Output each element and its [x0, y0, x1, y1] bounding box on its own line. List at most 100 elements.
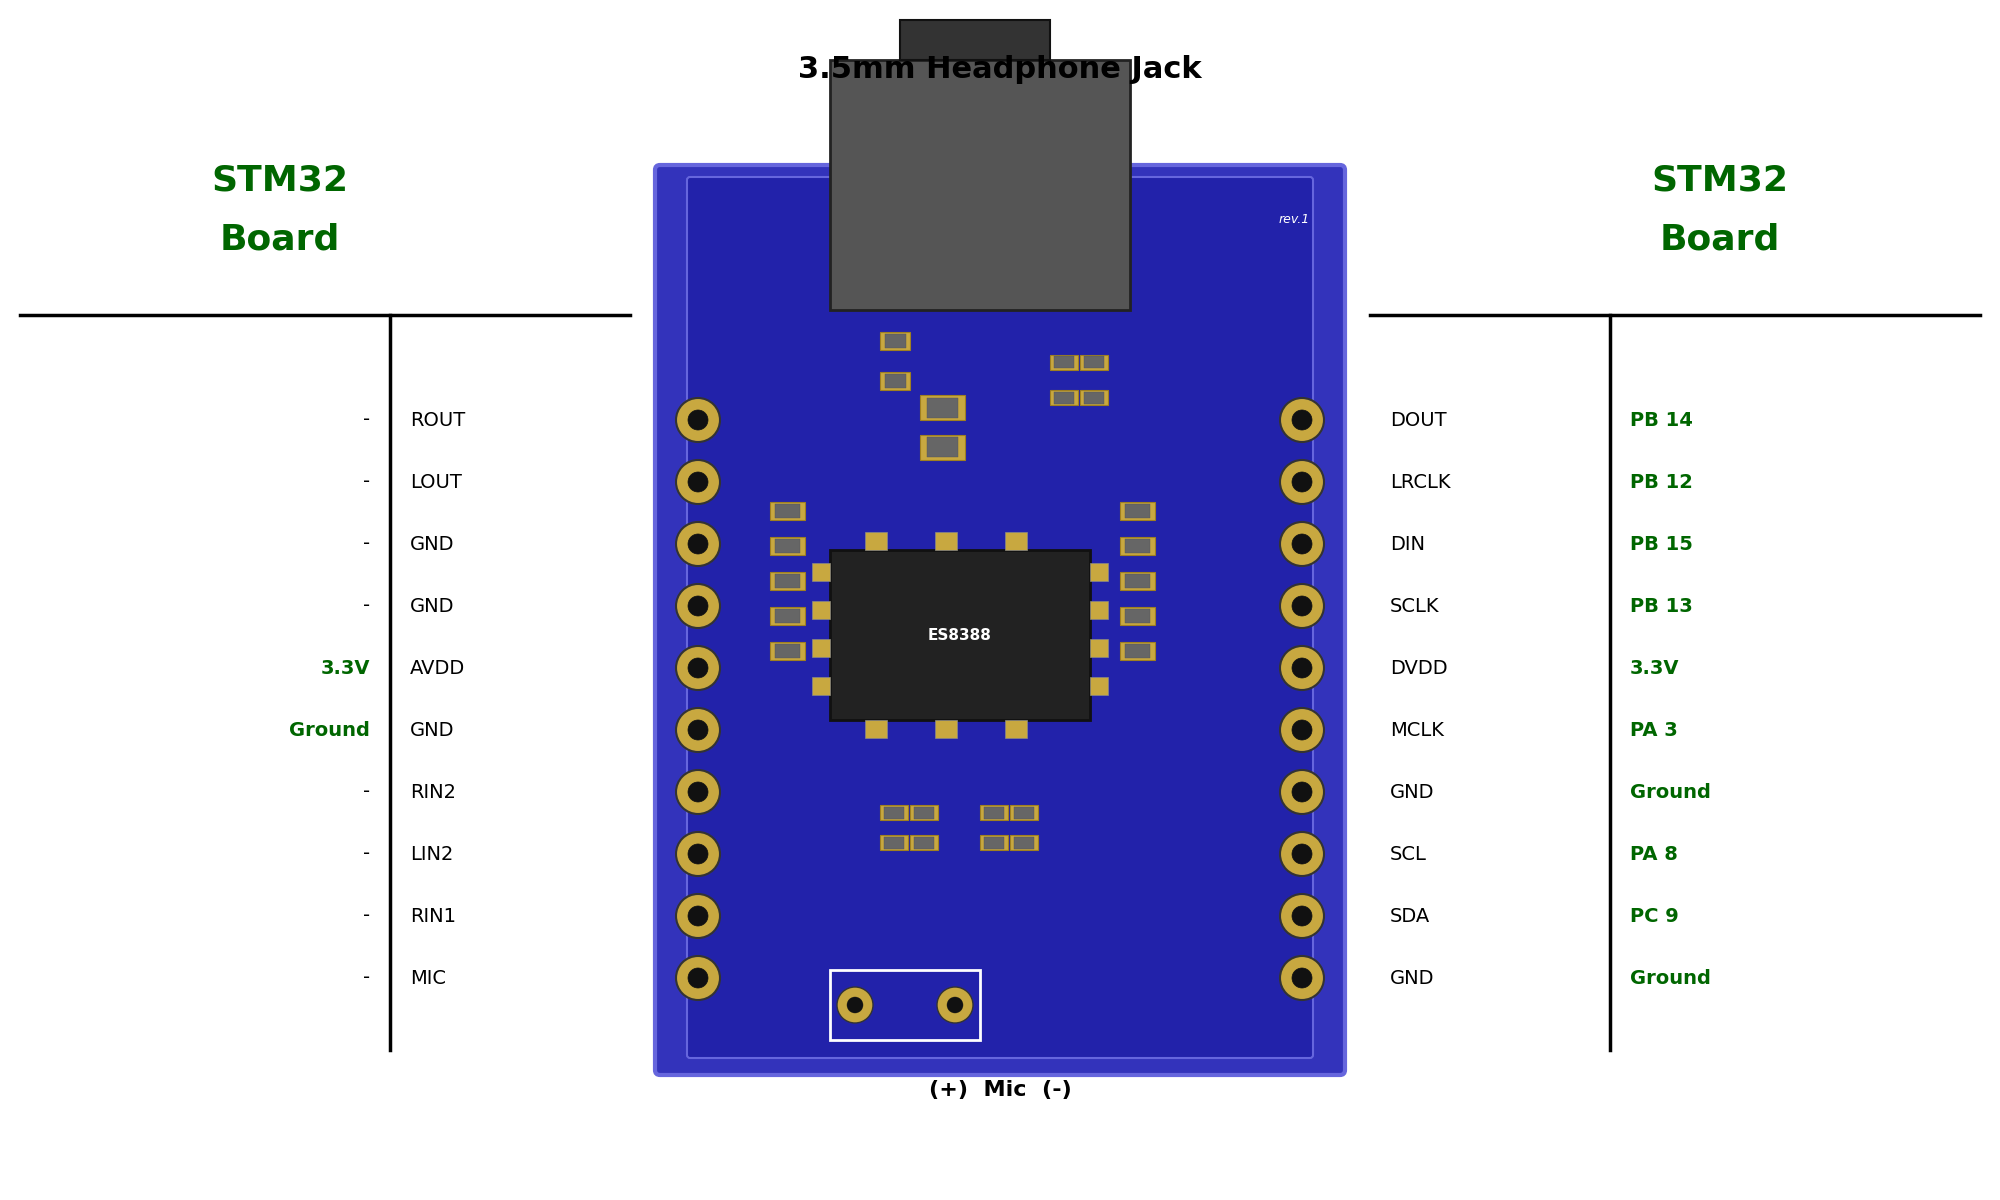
- Bar: [776, 539, 800, 553]
- Circle shape: [676, 894, 720, 938]
- Bar: [770, 538, 804, 554]
- Bar: [1054, 391, 1074, 403]
- Bar: [1090, 563, 1108, 581]
- Text: 3.5mm Headphone Jack: 3.5mm Headphone Jack: [798, 55, 1202, 84]
- Bar: [880, 332, 910, 350]
- Circle shape: [1292, 472, 1312, 492]
- Circle shape: [688, 906, 708, 926]
- Circle shape: [688, 472, 708, 492]
- Bar: [1010, 805, 1038, 820]
- Bar: [936, 720, 958, 738]
- Bar: [864, 720, 888, 738]
- Text: GND: GND: [410, 596, 454, 616]
- Text: -: -: [362, 534, 370, 553]
- Circle shape: [688, 782, 708, 802]
- Bar: [980, 805, 1008, 820]
- Bar: [812, 601, 830, 619]
- Text: -: -: [362, 968, 370, 988]
- Text: RIN1: RIN1: [410, 906, 456, 925]
- Text: 3.3V: 3.3V: [1630, 659, 1680, 678]
- Text: GND: GND: [1390, 782, 1434, 802]
- Circle shape: [1280, 770, 1324, 814]
- Bar: [984, 806, 1004, 818]
- Circle shape: [1292, 968, 1312, 988]
- Circle shape: [676, 646, 720, 690]
- Bar: [880, 805, 908, 820]
- Bar: [880, 835, 908, 850]
- Circle shape: [1280, 956, 1324, 1000]
- Text: MIC: MIC: [410, 968, 446, 988]
- Bar: [1126, 504, 1150, 518]
- Bar: [1090, 638, 1108, 658]
- Circle shape: [1292, 534, 1312, 554]
- Circle shape: [1292, 720, 1312, 740]
- Circle shape: [848, 997, 864, 1013]
- Bar: [1090, 601, 1108, 619]
- Circle shape: [1280, 584, 1324, 628]
- Bar: [1120, 572, 1156, 590]
- Bar: [830, 550, 1090, 720]
- Circle shape: [1280, 460, 1324, 504]
- Circle shape: [1292, 596, 1312, 616]
- Bar: [884, 334, 906, 348]
- Bar: [884, 836, 904, 848]
- Bar: [920, 395, 964, 420]
- Circle shape: [676, 770, 720, 814]
- Bar: [1050, 355, 1078, 370]
- Circle shape: [948, 997, 964, 1013]
- Bar: [926, 438, 958, 457]
- Text: rev.1: rev.1: [1278, 214, 1310, 227]
- Bar: [776, 643, 800, 658]
- Text: SDA: SDA: [1390, 906, 1430, 925]
- Text: -: -: [362, 782, 370, 802]
- Text: LRCLK: LRCLK: [1390, 473, 1450, 492]
- Circle shape: [838, 986, 874, 1022]
- Circle shape: [688, 844, 708, 864]
- Bar: [884, 806, 904, 818]
- Text: -: -: [362, 596, 370, 616]
- Bar: [1014, 836, 1034, 848]
- Text: -: -: [362, 473, 370, 492]
- Bar: [1014, 806, 1034, 818]
- Circle shape: [676, 460, 720, 504]
- FancyBboxPatch shape: [688, 176, 1312, 1058]
- Bar: [830, 60, 1130, 310]
- Text: Board: Board: [1660, 223, 1780, 257]
- Bar: [770, 642, 804, 660]
- Text: SCL: SCL: [1390, 845, 1426, 864]
- Circle shape: [1280, 708, 1324, 752]
- Circle shape: [1280, 398, 1324, 442]
- Text: ROUT: ROUT: [410, 410, 466, 430]
- Text: -: -: [362, 845, 370, 864]
- Text: STM32: STM32: [212, 163, 348, 197]
- Circle shape: [676, 398, 720, 442]
- Circle shape: [676, 708, 720, 752]
- Text: PB 12: PB 12: [1630, 473, 1692, 492]
- Text: MCLK: MCLK: [1390, 720, 1444, 739]
- Text: SCLK: SCLK: [1390, 596, 1440, 616]
- Text: PC 9: PC 9: [1630, 906, 1678, 925]
- Text: PB 15: PB 15: [1630, 534, 1692, 553]
- Text: AVDD: AVDD: [410, 659, 466, 678]
- Bar: [1006, 532, 1028, 550]
- Circle shape: [688, 534, 708, 554]
- Circle shape: [1292, 782, 1312, 802]
- Bar: [1120, 538, 1156, 554]
- Bar: [1084, 356, 1104, 368]
- Bar: [1126, 574, 1150, 588]
- Text: STM32: STM32: [1652, 163, 1788, 197]
- Bar: [1120, 502, 1156, 520]
- Bar: [984, 836, 1004, 848]
- Circle shape: [688, 968, 708, 988]
- Text: Board: Board: [220, 223, 340, 257]
- Text: Ground: Ground: [1630, 782, 1710, 802]
- Bar: [770, 572, 804, 590]
- Bar: [1050, 390, 1078, 404]
- Bar: [1080, 390, 1108, 404]
- Text: DOUT: DOUT: [1390, 410, 1446, 430]
- Bar: [770, 502, 804, 520]
- Bar: [1126, 539, 1150, 553]
- Text: GND: GND: [1390, 968, 1434, 988]
- Text: Ground: Ground: [1630, 968, 1710, 988]
- Circle shape: [688, 658, 708, 678]
